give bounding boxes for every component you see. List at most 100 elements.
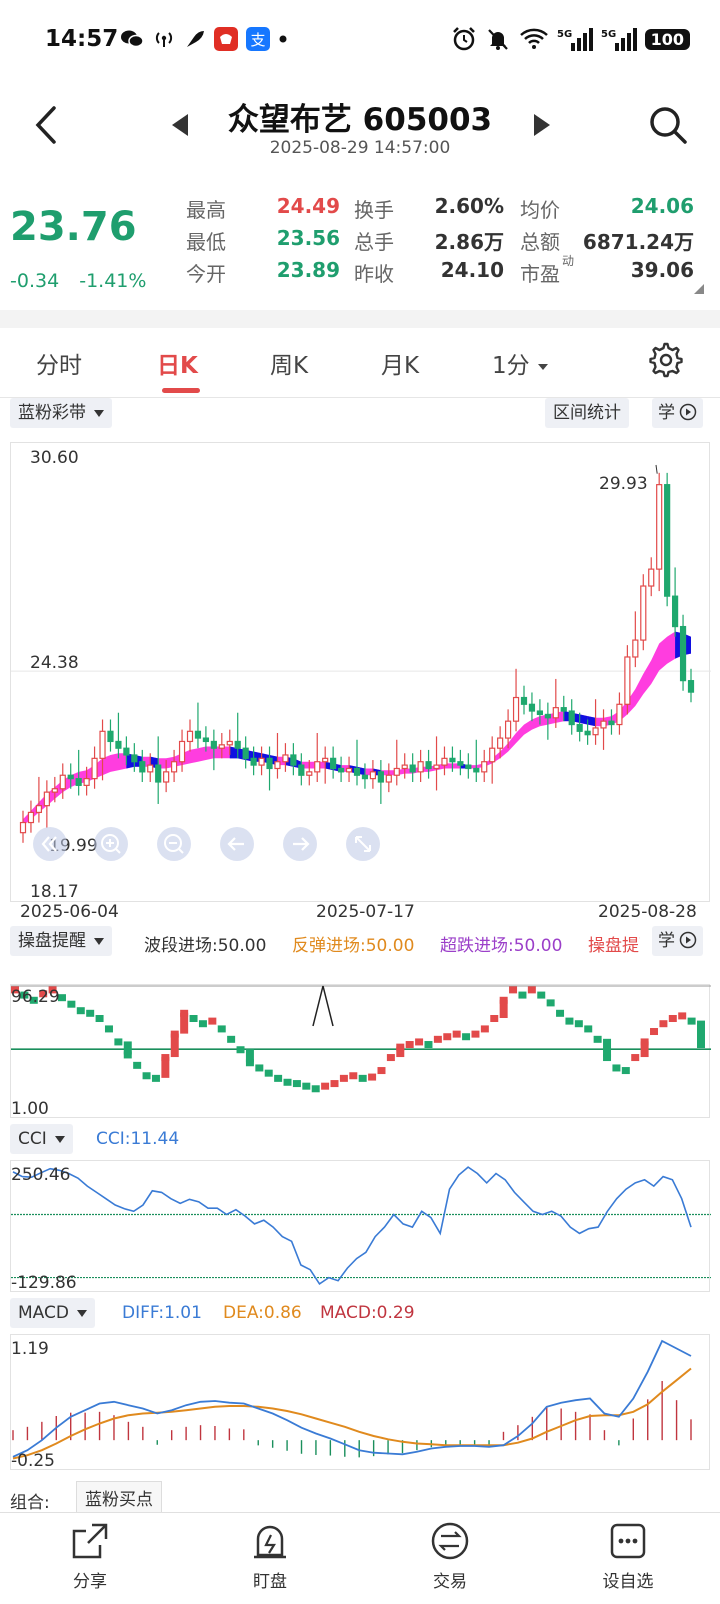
candle-body [592,727,599,736]
y-axis-mid-label: 24.38 [30,653,79,673]
cpt-learn-button[interactable]: 学 [652,926,703,956]
macd-chart[interactable]: 1.19 -0.25 [10,1334,710,1471]
cpt-jump [170,1033,179,1058]
cpt-bar [462,1033,471,1041]
hotspot-icon [152,29,176,49]
tab-weekly-k[interactable]: 周K [270,353,309,379]
candle-body [409,764,416,773]
cpt-bar [565,1017,574,1025]
candle-body [497,737,504,749]
search-button[interactable] [645,102,691,148]
cpt-chart[interactable]: 96.29 1.00 [10,984,711,1119]
back-button[interactable] [28,102,68,148]
wechat-icon [120,29,144,49]
macd-indicator-select[interactable]: MACD [10,1298,95,1328]
cpt-bar [86,1009,95,1017]
nav-share-label: 分享 [73,1572,107,1592]
candle-body [67,774,74,780]
tab-daily-k[interactable]: 日K [157,353,198,379]
scroll-left-button[interactable] [220,827,254,861]
nav-watchlist-label: 设自选 [602,1572,654,1592]
zoom-in-button[interactable] [94,827,128,861]
cpt-indicator-label: 操盘提醒 [18,931,86,951]
cci-line [12,1166,692,1286]
cpt-bar [236,1046,245,1054]
cpt-y-bottom-label: 1.00 [11,1099,49,1119]
candle-body [226,740,233,746]
chevron-left-icon [35,106,56,144]
ribbon-down-segment [229,746,238,759]
cpt-jump [245,1049,254,1063]
nav-trade[interactable]: 交易 [400,1521,500,1592]
ribbon-band [23,631,691,826]
expand-corner-icon[interactable] [694,284,704,294]
quote-datetime: 2025-08-29 14:57:00 [269,138,451,158]
cci-y-bottom-label: -129.86 [11,1273,77,1293]
kline-chart[interactable]: 30.60 24.38 18.17 29.93 19.99 [10,442,711,902]
alipay-icon: 支 [246,27,270,51]
active-tab-indicator [162,388,200,393]
nav-watchlist[interactable]: 设自选 [578,1521,678,1592]
candle-body [19,821,27,834]
stat-label: 换手 [354,198,394,222]
cci-chart[interactable]: 250.46 -129.86 [10,1160,711,1293]
cpt-bar [678,1012,687,1020]
cci-indicator-select[interactable]: CCI [10,1124,73,1154]
candle-body [306,771,313,776]
candle-body [536,710,544,716]
tab-intraday[interactable]: 分时 [36,353,82,379]
candle-body [250,757,257,766]
svg-text:5G: 5G [601,29,616,40]
scroll-far-left-button[interactable] [33,827,67,861]
main-indicator-select[interactable]: 蓝粉彩带 [10,398,112,428]
macd-value: MACD:0.29 [320,1303,415,1323]
stat-value: 39.06 [630,258,694,282]
cpt-bar [509,986,518,994]
candle-body [123,747,130,756]
zoom-out-icon [164,834,184,854]
range-stats-button[interactable]: 区间统计 [545,398,629,428]
candle-body [27,811,35,824]
search-icon [650,107,687,144]
cpt-bar [255,1064,264,1072]
candle-body [584,730,591,736]
cpt-bar [198,1020,207,1028]
candle-body [624,656,631,705]
cpt-bar [142,1072,151,1080]
stat-value: 2.86万 [434,230,504,254]
chevron-down-icon [94,937,104,945]
candle-body [91,757,98,780]
tab-minute[interactable]: 1分 [492,346,548,380]
candle-body [314,761,321,773]
period-tabs: 分时 日K 周K 月K 1分 [0,328,720,398]
learn-button[interactable]: 学 [652,398,703,428]
candle-body [489,747,496,763]
date-end-label: 2025-08-28 [598,902,697,922]
fullscreen-button[interactable] [346,827,380,861]
tab-monthly-k[interactable]: 月K [381,353,420,379]
cpt-bar [330,1080,339,1088]
ribbon-down-segment [579,714,588,725]
candle-body [155,764,162,783]
candle-body [194,730,202,739]
candle-body [425,761,432,770]
candle-body [337,767,345,773]
settings-button[interactable] [648,342,684,378]
pe-superscript: 动 [562,254,575,268]
nav-watch[interactable]: 盯盘 [220,1521,320,1592]
combo-chip[interactable]: 蓝粉买点 [76,1481,162,1514]
nav-share[interactable]: 分享 [40,1521,140,1592]
watchlist-icon [610,1523,646,1559]
cpt-bar [659,1020,668,1028]
stat-label: 总手 [354,230,394,254]
prev-stock-button[interactable] [168,112,192,138]
candle-body [449,757,456,763]
next-stock-button[interactable] [530,112,554,138]
cpt-oversold-entry: 超跌进场:50.00 [440,936,563,956]
cpt-indicator-select[interactable]: 操盘提醒 [10,926,112,956]
cpt-bar [11,986,19,994]
candle-body [656,484,663,570]
zoom-out-button[interactable] [157,827,191,861]
scroll-right-button[interactable] [283,827,317,861]
play-circle-icon [679,403,697,421]
